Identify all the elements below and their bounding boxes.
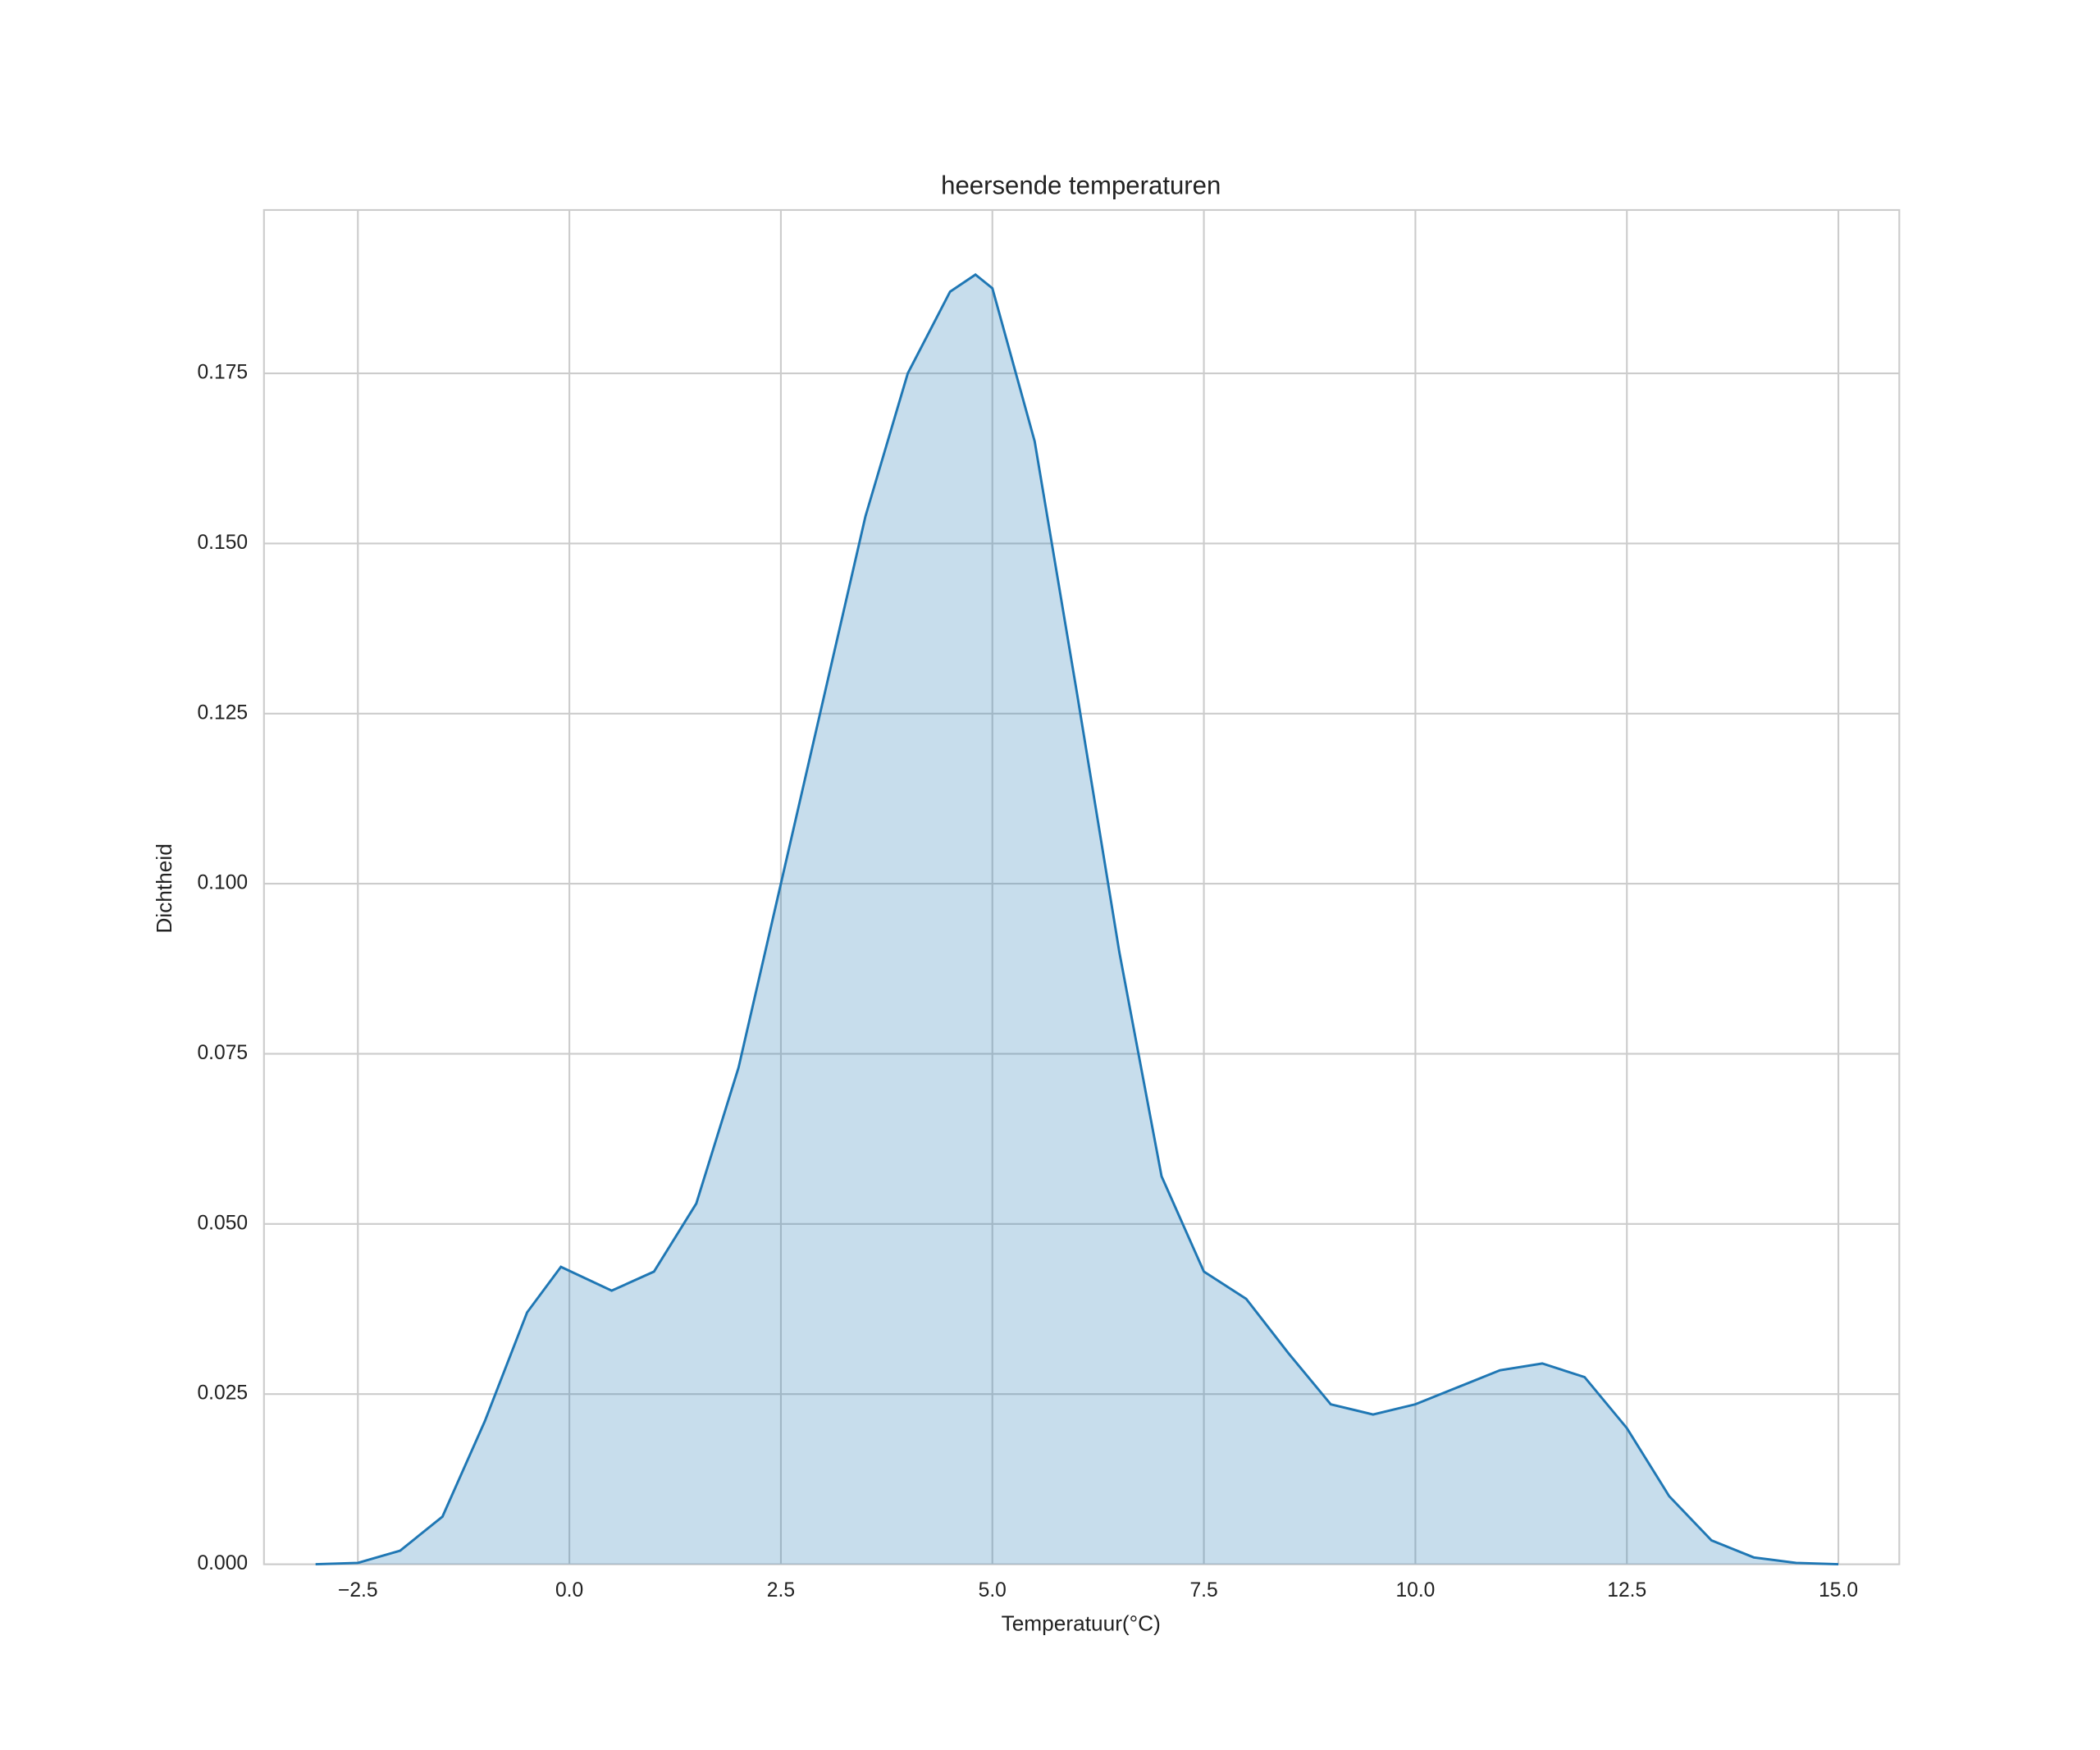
plot-frame: [262, 208, 1901, 1565]
y-tick-label: 0.175: [198, 362, 249, 384]
y-tick-label: 0.150: [198, 532, 249, 554]
y-tick-label: 0.075: [198, 1042, 249, 1064]
x-tick-label: 2.5: [767, 1579, 795, 1602]
y-tick-label: 0.025: [198, 1382, 249, 1405]
y-tick-label: 0.000: [198, 1552, 249, 1574]
density-line: [315, 272, 1839, 1566]
x-tick-label: 15.0: [1819, 1579, 1858, 1602]
y-tick-label: 0.125: [198, 701, 249, 724]
x-tick-label: 12.5: [1607, 1579, 1646, 1602]
y-axis-label: Dichtheid: [152, 843, 176, 933]
x-axis-label: Temperatuur(°C): [1002, 1611, 1161, 1635]
y-tick-label: 0.050: [198, 1212, 249, 1234]
y-tick-label: 0.100: [198, 872, 249, 894]
x-tick-label: 5.0: [979, 1579, 1007, 1602]
x-tick-label: 10.0: [1395, 1579, 1435, 1602]
x-tick-label: −2.5: [338, 1579, 378, 1602]
area-fill: [315, 274, 1839, 1565]
x-tick-label: 0.0: [555, 1579, 583, 1602]
chart-title: heersende temperaturen: [941, 171, 1221, 199]
x-tick-label: 7.5: [1189, 1579, 1217, 1602]
